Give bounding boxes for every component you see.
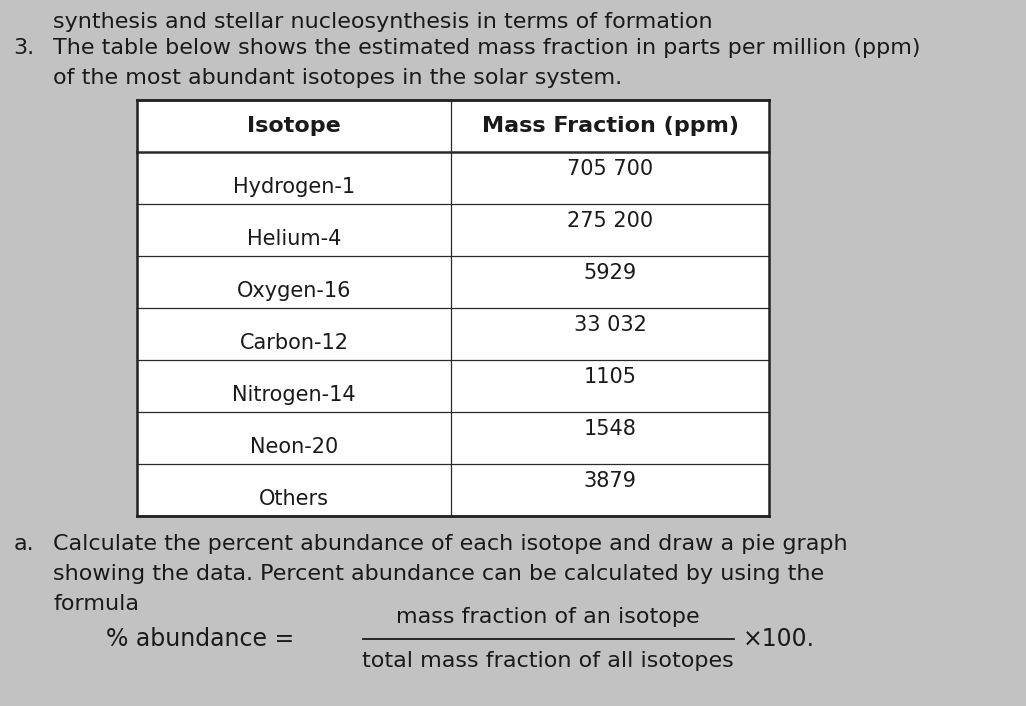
Text: 1548: 1548 [584, 419, 636, 438]
Text: Nitrogen-14: Nitrogen-14 [232, 385, 356, 405]
Text: 33 032: 33 032 [574, 315, 646, 335]
Bar [137, 100, 770, 516]
Text: Calculate the percent abundance of each isotope and draw a pie graph: Calculate the percent abundance of each … [53, 534, 847, 554]
Text: mass fraction of an isotope: mass fraction of an isotope [396, 607, 700, 627]
Text: Others: Others [259, 489, 329, 509]
Text: The table below shows the estimated mass fraction in parts per million (ppm): The table below shows the estimated mass… [53, 38, 920, 58]
Text: ×100.: ×100. [743, 627, 815, 651]
Text: Helium-4: Helium-4 [247, 229, 342, 249]
Text: 5929: 5929 [584, 263, 637, 282]
Text: Hydrogen-1: Hydrogen-1 [233, 177, 355, 198]
Text: Oxygen-16: Oxygen-16 [237, 282, 351, 301]
Text: Neon-20: Neon-20 [250, 437, 339, 457]
Text: formula: formula [53, 594, 140, 614]
Text: Carbon-12: Carbon-12 [239, 333, 349, 354]
Text: % abundance =: % abundance = [106, 627, 294, 651]
Text: 3.: 3. [13, 38, 35, 58]
Text: 275 200: 275 200 [567, 210, 654, 231]
Text: of the most abundant isotopes in the solar system.: of the most abundant isotopes in the sol… [53, 68, 622, 88]
Text: a.: a. [13, 534, 34, 554]
Text: total mass fraction of all isotopes: total mass fraction of all isotopes [362, 651, 734, 671]
Text: 705 700: 705 700 [567, 159, 654, 179]
Text: Mass Fraction (ppm): Mass Fraction (ppm) [481, 116, 739, 136]
Text: Isotope: Isotope [247, 116, 341, 136]
Text: 1105: 1105 [584, 366, 636, 387]
Text: synthesis and stellar nucleosynthesis in terms of formation: synthesis and stellar nucleosynthesis in… [53, 12, 713, 32]
Text: 3879: 3879 [584, 471, 636, 491]
Text: showing the data. Percent abundance can be calculated by using the: showing the data. Percent abundance can … [53, 564, 824, 584]
